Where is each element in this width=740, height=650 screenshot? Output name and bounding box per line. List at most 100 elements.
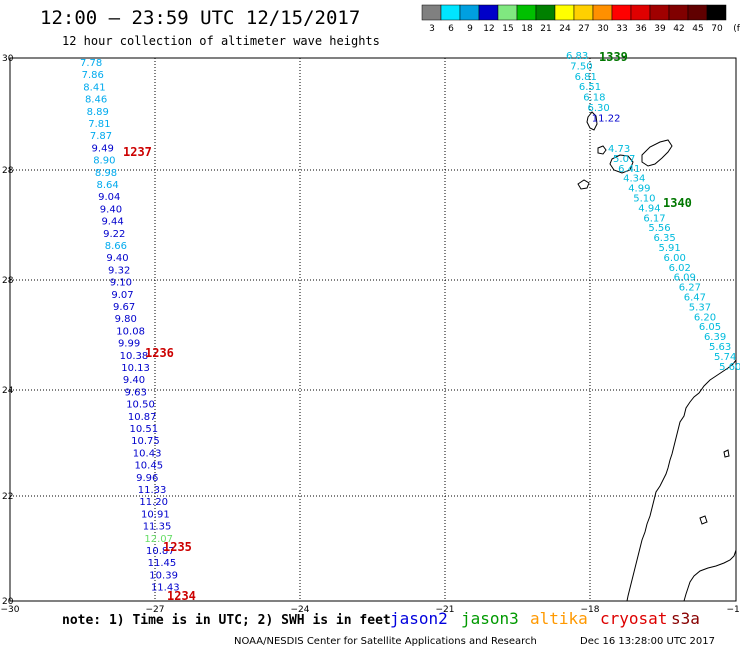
gran-canaria-island [609, 154, 634, 174]
lon-tick-label: −24 [291, 605, 310, 615]
swh-reading: 8.46 [85, 95, 107, 106]
legend-swatch [459, 4, 480, 21]
legend-label: 45 [692, 24, 703, 34]
swh-reading: 12.07 [144, 534, 173, 545]
lon-tick-label: −30 [1, 605, 20, 615]
swh-reading: 9.49 [92, 143, 114, 154]
legend-label: 18 [521, 24, 533, 34]
swh-reading: 9.80 [115, 314, 137, 325]
legend-swatch [687, 4, 708, 21]
legend-label: 3 [429, 24, 435, 34]
la-palma-island [586, 111, 598, 131]
swh-reading: 9.10 [110, 278, 132, 289]
tenerife-island [641, 139, 673, 167]
la-gomera-island [597, 145, 607, 155]
swh-reading: 5.37 [689, 302, 711, 313]
lon-tick-label: −18 [581, 605, 600, 615]
swh-reading: 10.08 [116, 326, 145, 337]
legend-swatch [611, 4, 632, 21]
legend-label: 24 [559, 24, 571, 34]
map-title: 12:00 – 23:59 UTC 12/15/2017 [40, 7, 360, 29]
swh-reading: 11.45 [148, 558, 177, 569]
pass-number-label: 1340 [663, 196, 692, 210]
swh-reading: 6.35 [653, 233, 675, 244]
lon-tick-label: −27 [146, 605, 165, 615]
lon-tick-label: −15 [727, 605, 740, 615]
swh-reading: 9.40 [100, 204, 122, 215]
small-islet [723, 449, 730, 458]
pass-number-label: 1235 [163, 540, 192, 554]
swh-reading: 11.43 [151, 583, 180, 594]
swh-reading: 7.87 [90, 131, 112, 142]
legend-label: 39 [654, 24, 666, 34]
swh-reading: 9.63 [125, 387, 147, 398]
footer-note: note: 1) Time is in UTC; 2) SWH is in fe… [62, 613, 391, 628]
pass-number-label: 1237 [123, 145, 152, 159]
swh-reading: 10.91 [141, 509, 170, 520]
lat-tick-label: 20 [2, 597, 14, 607]
map-subtitle: 12 hour collection of altimeter wave hei… [62, 34, 380, 48]
swh-reading: 8.90 [93, 156, 115, 167]
legend-swatch [478, 4, 499, 21]
lat-tick-label: 22 [2, 492, 13, 502]
swh-reading: 6.83 [566, 51, 588, 62]
lon-tick-label: −21 [436, 605, 455, 615]
swh-reading: 6.00 [664, 253, 686, 264]
coastline [577, 111, 737, 602]
swh-reading: 9.44 [101, 217, 123, 228]
swh-reading: 6.30 [588, 103, 610, 114]
legend-label: 27 [578, 24, 589, 34]
swh-reading: 9.04 [98, 192, 120, 203]
legend-label: 9 [467, 24, 473, 34]
lat-tick-label: 24 [2, 386, 14, 396]
swh-reading: 5.10 [633, 194, 655, 205]
swh-reading: 8.89 [87, 107, 109, 118]
legend-swatch [535, 4, 556, 21]
swh-reading: 6.02 [669, 263, 691, 274]
legend-label: 30 [597, 24, 609, 34]
swh-reading: 9.22 [103, 229, 125, 240]
legend-label: 33 [616, 24, 627, 34]
hierro-island [577, 179, 590, 190]
credit-line: NOAA/NESDIS Center for Satellite Applica… [234, 636, 537, 647]
swh-reading: 4.99 [628, 184, 650, 195]
swh-reading: 4.73 [608, 144, 630, 155]
swh-reading: 7.81 [88, 119, 110, 130]
legend-label: 12 [483, 24, 494, 34]
swh-reading: 5.60 [719, 362, 740, 373]
small-islet-2 [699, 515, 708, 525]
legend-label: 21 [540, 24, 551, 34]
altimeter-observations: 7.787.868.41 8.468.897.817.879.49 8.908.98… [80, 51, 740, 594]
legend-label: 6 [448, 24, 454, 34]
map-frame [9, 57, 737, 602]
pass-labels: 1237 1236 1235 1234 1339 1340 [123, 50, 692, 603]
swh-reading: 10.51 [130, 424, 159, 435]
swh-reading: 5.56 [648, 223, 670, 234]
swh-reading: 6.51 [579, 82, 601, 93]
satellite-name: jason3 [461, 609, 519, 628]
swh-reading: 6.05 [699, 322, 721, 333]
swh-reading: 9.40 [106, 253, 128, 264]
legend-label: 70 [711, 24, 723, 34]
swh-reading: 7.50 [570, 61, 592, 72]
satellite-name: s3a [671, 609, 700, 628]
lat-tick-label: 28 [2, 276, 14, 286]
swh-reading: 8.98 [95, 168, 117, 179]
swh-reading: 6.41 [618, 164, 640, 175]
swh-reading: 6.47 [684, 293, 706, 304]
legend-swatch [706, 4, 727, 21]
swh-reading: 11.33 [138, 485, 167, 496]
swh-reading: 10.38 [120, 351, 149, 362]
satellite-name: jason2 [390, 609, 448, 628]
swh-reading: 6.20 [694, 312, 716, 323]
legend-swatch [554, 4, 575, 21]
swh-reading: 10.50 [126, 400, 155, 411]
timestamp: Dec 16 13:28:00 UTC 2017 [580, 636, 715, 647]
swh-reading: 9.07 [111, 290, 133, 301]
swh-reading: 7.86 [82, 70, 104, 81]
swh-reading: 10.43 [133, 448, 162, 459]
legend-swatch [440, 4, 461, 21]
cape-blanc-coast [683, 549, 737, 602]
swh-reading: 9.96 [136, 473, 158, 484]
